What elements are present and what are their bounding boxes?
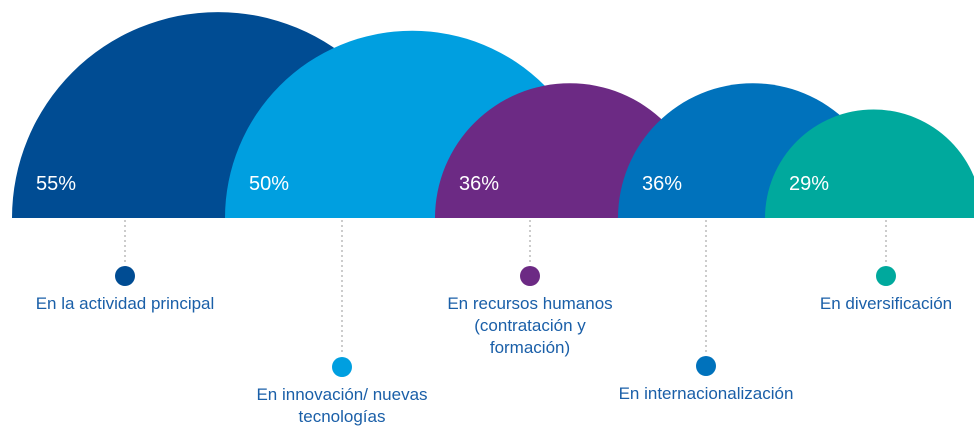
legend-dot: [876, 266, 896, 286]
value-label: 36%: [642, 173, 682, 195]
category-label: En diversificación: [819, 294, 953, 313]
legend-dot: [696, 356, 716, 376]
legend-dot: [115, 266, 135, 286]
semicircle: [765, 109, 974, 218]
category-label: En internacionalización: [618, 384, 794, 403]
value-label: 29%: [789, 173, 829, 195]
value-label: 50%: [249, 173, 289, 195]
value-label: 55%: [36, 173, 76, 195]
value-label: 36%: [459, 173, 499, 195]
category-label: En recursos humanos (contratación y form…: [447, 294, 613, 357]
legend-dot: [332, 357, 352, 377]
category-label: En la actividad principal: [35, 294, 215, 313]
legend-dot: [520, 266, 540, 286]
category-label: En innovación/ nuevas tecnologías: [256, 385, 428, 426]
